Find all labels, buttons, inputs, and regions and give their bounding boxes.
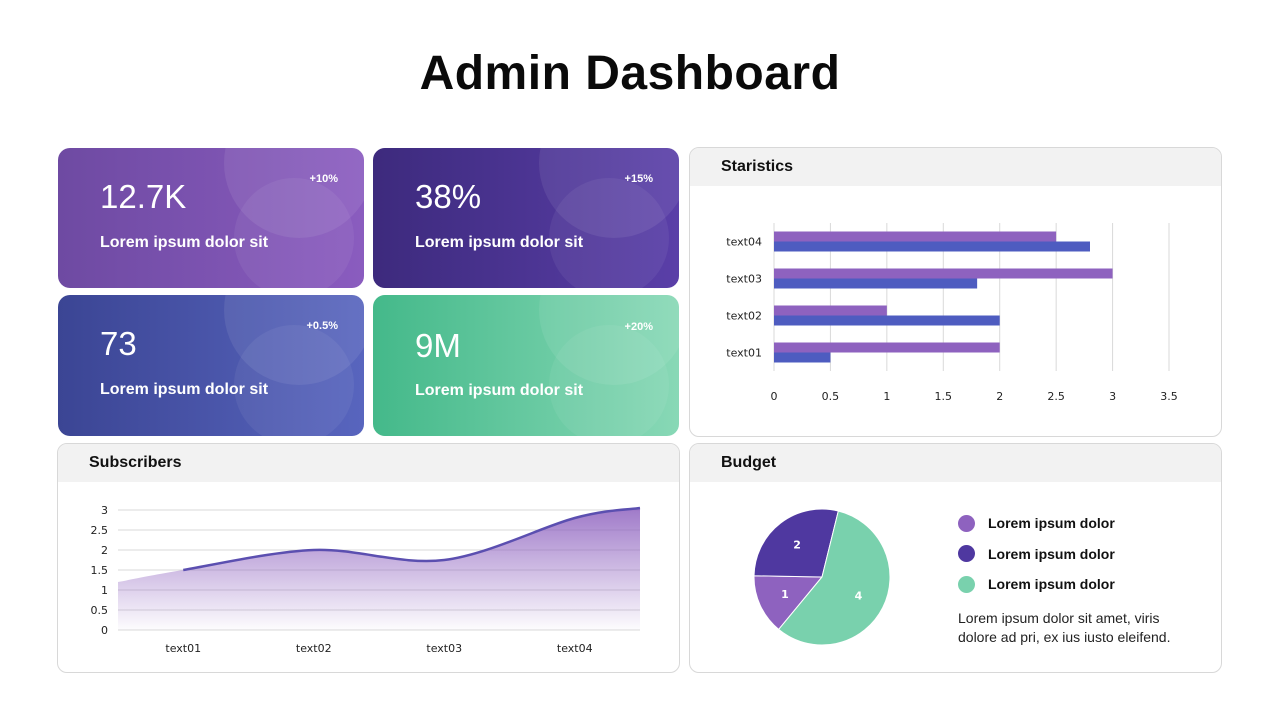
x-tick-label: 1: [883, 390, 890, 403]
card-decoration: [549, 325, 669, 436]
kpi-label: Lorem ipsum dolor sit: [415, 382, 584, 399]
budget-panel: Budget 1 2 4 Lorem ipsum dolor Lorem ipsum…: [689, 443, 1222, 673]
kpi-delta-badge: +20%: [624, 321, 653, 333]
bar: [774, 305, 887, 316]
y-tick-label: 0: [101, 624, 108, 637]
pie-data-label: 2: [793, 539, 801, 552]
kpi-card-4[interactable]: 9M Lorem ipsum dolor sit +20%: [373, 295, 679, 436]
y-tick-label: 1: [101, 584, 108, 597]
legend-label: Lorem ipsum dolor: [988, 515, 1115, 532]
legend-label: Lorem ipsum dolor: [988, 545, 1115, 562]
legend-item: Lorem ipsum dolor: [958, 508, 1115, 539]
legend-item: Lorem ipsum dolor: [958, 569, 1115, 600]
kpi-card-2[interactable]: 38% Lorem ipsum dolor sit +15%: [373, 148, 679, 288]
kpi-value: 12.7K: [100, 178, 187, 215]
budget-pie-chart: 1 2 4: [753, 508, 891, 646]
legend-item: Lorem ipsum dolor: [958, 539, 1115, 570]
kpi-label: Lorem ipsum dolor sit: [415, 234, 584, 251]
x-tick-label: 2.5: [1047, 390, 1065, 403]
y-tick-label: text01: [726, 347, 762, 360]
x-tick-label: 3: [1109, 390, 1116, 403]
kpi-value: 73: [100, 325, 137, 362]
x-tick-label: 0.5: [822, 390, 840, 403]
panel-title: Budget: [690, 444, 1221, 482]
kpi-card-1[interactable]: 12.7K Lorem ipsum dolor sit +10%: [58, 148, 364, 288]
legend-swatch: [958, 545, 975, 563]
panel-title: Subscribers: [58, 444, 679, 482]
pie-slice: [753, 575, 824, 631]
page-title: Admin Dashboard: [419, 47, 841, 100]
y-tick-label: text03: [726, 273, 762, 286]
y-tick-label: text02: [726, 310, 762, 323]
x-tick-label: text03: [426, 642, 462, 655]
x-tick-label: 1.5: [935, 390, 953, 403]
x-tick-label: text04: [557, 642, 593, 655]
kpi-label: Lorem ipsum dolor sit: [100, 234, 269, 251]
series-line: [183, 506, 641, 572]
kpi-value: 9M: [415, 327, 461, 364]
bar: [774, 278, 978, 289]
kpi-delta-badge: +0.5%: [306, 320, 339, 332]
bar: [774, 342, 1000, 353]
x-tick-label: 3.5: [1160, 390, 1178, 403]
kpi-delta-badge: +10%: [309, 173, 338, 185]
pie-slice: [777, 510, 891, 646]
kpi-delta-badge: +15%: [624, 173, 653, 185]
kpi-card-3[interactable]: 73 Lorem ipsum dolor sit +0.5%: [58, 295, 364, 436]
y-tick-label: 2: [101, 544, 108, 557]
y-tick-label: 1.5: [91, 564, 109, 577]
pie-data-label: 4: [855, 589, 863, 602]
x-tick-label: 2: [996, 390, 1003, 403]
area-fill: [118, 508, 640, 630]
bar: [774, 231, 1057, 242]
kpi-label: Lorem ipsum dolor sit: [100, 381, 269, 398]
bar: [774, 352, 831, 363]
y-tick-label: 3: [101, 504, 108, 517]
bar: [774, 315, 1000, 326]
panel-title: Staristics: [690, 148, 1221, 186]
card-decoration: [234, 325, 354, 436]
y-tick-label: 2.5: [91, 524, 109, 537]
subscribers-area-chart: 0 0.5 1 1.5 2 2.5 3 text01 text02 text03 text04: [91, 504, 641, 655]
legend-label: Lorem ipsum dolor: [988, 576, 1115, 593]
y-tick-label: 0.5: [91, 604, 109, 617]
card-decoration: [234, 178, 354, 288]
y-tick-label: text04: [726, 236, 762, 249]
card-decoration: [549, 178, 669, 288]
bar: [774, 241, 1090, 252]
statistics-panel: Staristics 0 0.5 1 1.5 2 2.5 3 3.5 text01 text02 t…: [689, 147, 1222, 437]
statistics-bar-chart: 0 0.5 1 1.5 2 2.5 3 3.5 text01 text02 text03 text04: [726, 223, 1178, 403]
bar: [774, 268, 1113, 279]
budget-description: Lorem ipsum dolor sit amet, viris dolore…: [958, 610, 1171, 645]
legend-swatch: [958, 575, 975, 593]
pie-data-label: 1: [781, 588, 789, 601]
legend-swatch: [958, 514, 975, 532]
x-tick-label: text01: [165, 642, 201, 655]
x-tick-label: 0: [771, 390, 778, 403]
kpi-value: 38%: [415, 178, 482, 215]
x-tick-label: text02: [296, 642, 332, 655]
pie-slice: [753, 508, 839, 578]
budget-legend: Lorem ipsum dolor Lorem ipsum dolor Lore…: [958, 508, 1115, 600]
subscribers-panel: Subscribers 0 0.5 1 1.5 2 2.5 3 text01 text02 tex…: [57, 443, 680, 673]
